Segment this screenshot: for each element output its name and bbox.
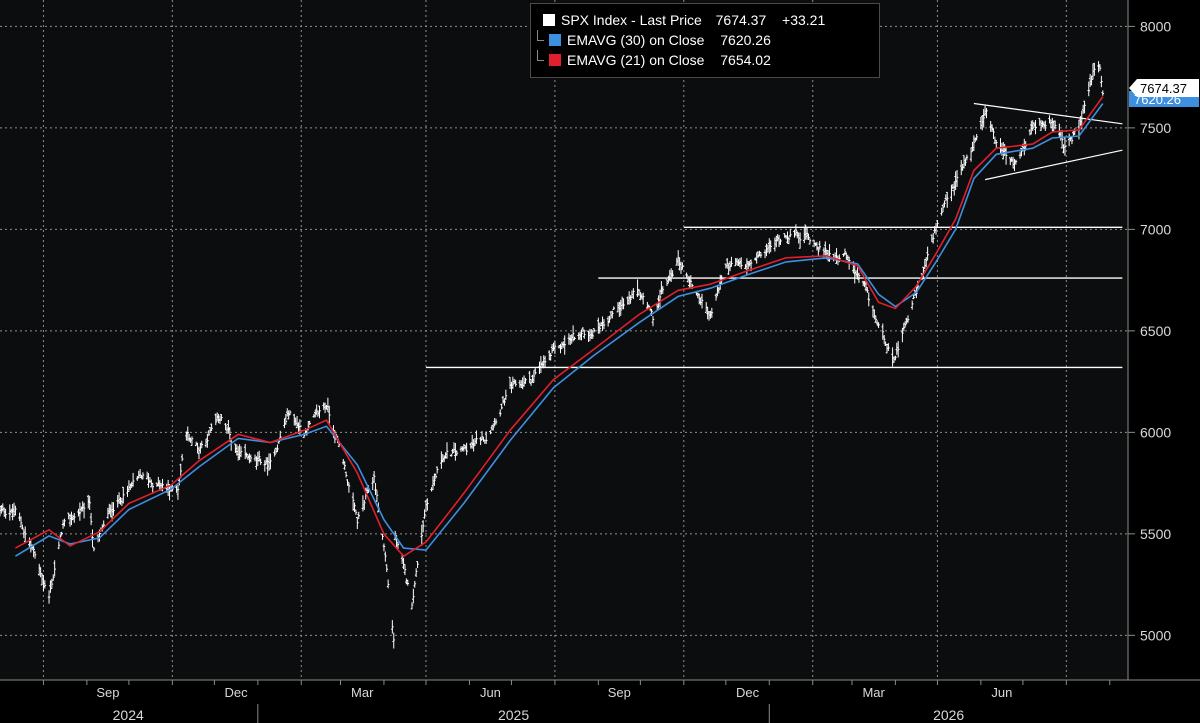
- legend-swatch-ema21: [549, 54, 561, 66]
- x-tick-label: Jun: [480, 685, 501, 700]
- last-price-tag-label: 7674.37: [1140, 81, 1187, 96]
- y-tick-label: 7500: [1140, 120, 1171, 136]
- y-tick-label: 6500: [1140, 323, 1171, 339]
- y-tick-label: 7000: [1140, 221, 1171, 237]
- x-axis-ticks: Sep Dec Mar Jun Sep Dec Mar Jun 2024 2025 2026: [42, 680, 1111, 723]
- legend-price-change: +33.21: [782, 12, 826, 28]
- legend-ema30-value: 7620.26: [720, 32, 771, 48]
- ema21-series-line: [15, 96, 1104, 558]
- legend-swatch-price: [543, 14, 555, 26]
- x-year-label: 2025: [498, 707, 529, 723]
- x-tick-label: Sep: [608, 685, 631, 700]
- plot-background: [0, 0, 1128, 680]
- x-tick-label: Jun: [991, 685, 1012, 700]
- x-year-label: 2026: [933, 707, 964, 723]
- y-tick-label: 5000: [1140, 627, 1171, 643]
- chart-legend: SPX Index - Last Price 7674.37 +33.21 EM…: [530, 3, 880, 78]
- legend-swatch-ema30: [549, 34, 561, 46]
- last-price-tag: 7674.37: [1129, 79, 1199, 97]
- price-bars: [0, 61, 1105, 649]
- x-tick-label: Mar: [351, 685, 374, 700]
- grid-lines: [0, 0, 1128, 680]
- legend-ema21-value: 7654.02: [720, 52, 771, 68]
- legend-price-label: SPX Index - Last Price: [561, 12, 702, 28]
- x-tick-label: Dec: [736, 685, 760, 700]
- x-tick-label: Sep: [96, 685, 119, 700]
- x-tick-label: Dec: [225, 685, 249, 700]
- trend-line: [984, 149, 1123, 181]
- x-year-label: 2024: [113, 707, 144, 723]
- legend-price-value: 7674.37: [715, 12, 767, 28]
- legend-ema30-label: EMAVG (30) on Close: [567, 32, 705, 48]
- ema30-series-line: [14, 103, 1104, 557]
- x-tick-label: Mar: [862, 685, 885, 700]
- y-tick-label: 8000: [1140, 18, 1171, 34]
- y-axis-ticks: 5000 5500 6000 6500 7000 7500 8000: [1128, 18, 1171, 643]
- trend-line: [973, 102, 1123, 125]
- y-tick-label: 5500: [1140, 526, 1171, 542]
- legend-ema21-label: EMAVG (21) on Close: [567, 52, 705, 68]
- y-tick-label: 6000: [1140, 424, 1171, 440]
